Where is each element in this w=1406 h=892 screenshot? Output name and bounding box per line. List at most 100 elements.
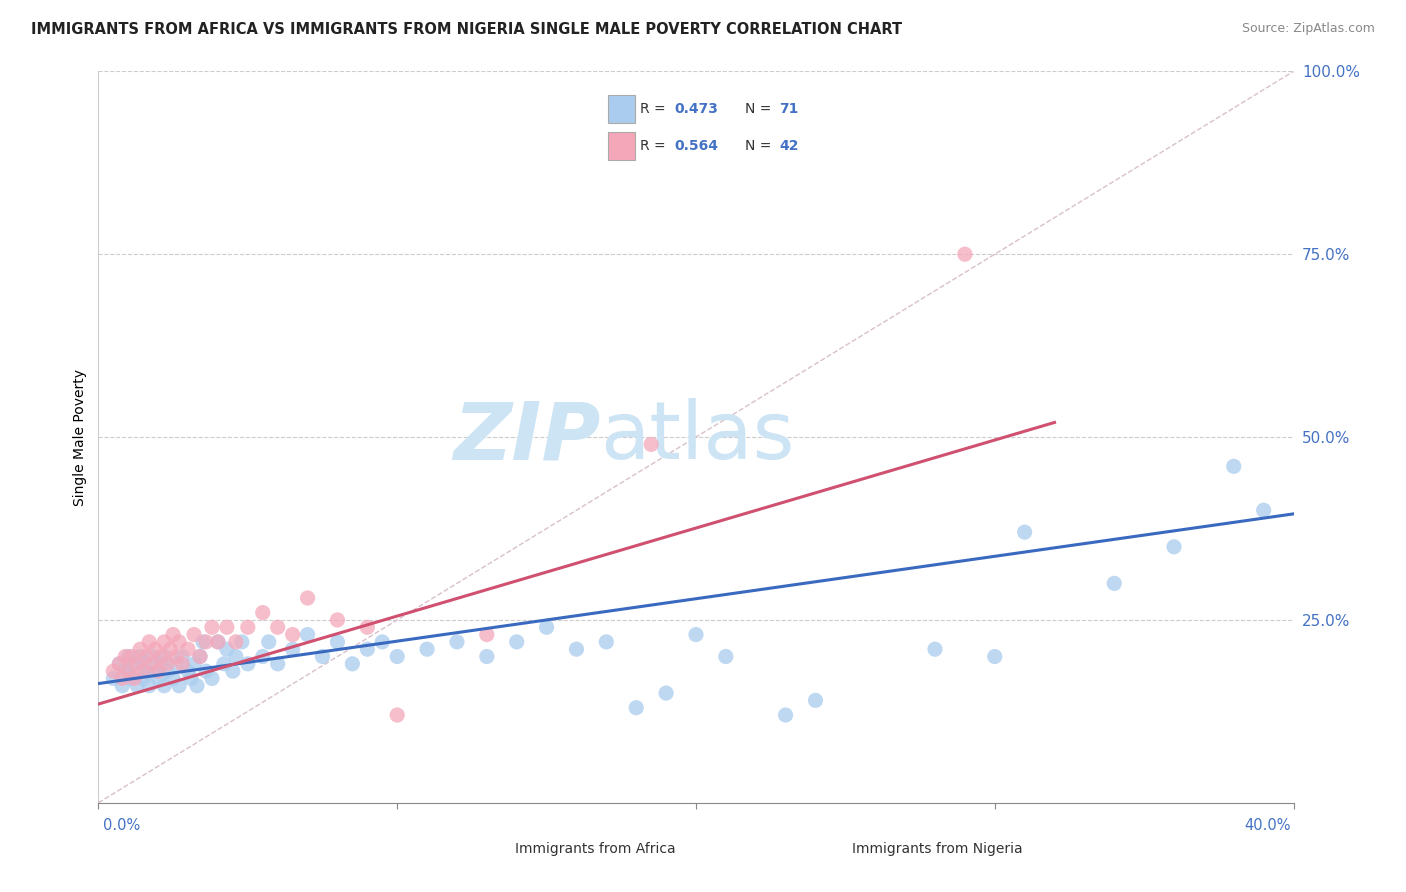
Point (536, 620, 558, 634)
Point (124, 672, 146, 686)
Point (983, 649, 1005, 664)
Point (297, 627, 319, 641)
Point (222, 664, 245, 678)
Point (135, 664, 157, 678)
Point (1104, 576, 1126, 591)
Text: ZIP: ZIP (453, 398, 600, 476)
Point (236, 657, 259, 671)
Point (165, 657, 187, 671)
Point (114, 649, 136, 664)
Point (114, 664, 136, 678)
Text: R =: R = (640, 103, 669, 116)
Point (212, 657, 235, 671)
Text: 0.473: 0.473 (673, 103, 718, 116)
Point (138, 635, 160, 649)
Text: Immigrants from Africa: Immigrants from Africa (515, 842, 675, 856)
Point (804, 693, 827, 707)
Point (924, 642, 946, 657)
Point (1223, 459, 1246, 474)
Point (231, 635, 253, 649)
Point (183, 657, 205, 671)
Point (565, 642, 588, 657)
Point (640, 437, 662, 451)
Point (775, 708, 797, 723)
Point (281, 627, 304, 641)
Point (159, 642, 181, 657)
Point (167, 635, 190, 649)
Point (117, 649, 139, 664)
Point (385, 649, 409, 664)
Point (257, 635, 280, 649)
Point (167, 679, 190, 693)
Text: 0.564: 0.564 (673, 139, 718, 153)
Point (108, 657, 131, 671)
Point (1253, 503, 1275, 517)
Text: 0.0%: 0.0% (103, 818, 139, 832)
Point (135, 649, 157, 664)
Point (141, 649, 163, 664)
Text: Immigrants from Nigeria: Immigrants from Nigeria (852, 842, 1022, 856)
Point (120, 672, 142, 686)
Point (201, 620, 224, 634)
Point (714, 649, 737, 664)
Point (188, 649, 211, 664)
Point (595, 635, 617, 649)
Point (183, 627, 205, 641)
Point (150, 657, 173, 671)
Point (162, 672, 184, 686)
Point (475, 627, 498, 641)
Point (326, 635, 349, 649)
Point (156, 664, 179, 678)
Point (326, 613, 349, 627)
Point (194, 635, 218, 649)
Point (117, 664, 139, 678)
Point (172, 657, 194, 671)
Point (138, 679, 160, 693)
Point (267, 657, 290, 671)
Bar (609, 132, 634, 161)
Point (446, 635, 468, 649)
Point (252, 606, 274, 620)
Point (111, 672, 134, 686)
Point (120, 649, 142, 664)
Point (153, 635, 176, 649)
Point (180, 672, 202, 686)
Point (108, 657, 131, 671)
Y-axis label: Single Male Poverty: Single Male Poverty (73, 368, 87, 506)
Text: R =: R = (640, 139, 669, 153)
Text: N =: N = (745, 139, 776, 153)
Point (655, 686, 678, 700)
Point (475, 649, 498, 664)
Point (153, 649, 176, 664)
Point (186, 679, 208, 693)
Point (124, 657, 146, 671)
Point (371, 635, 394, 649)
Point (207, 635, 229, 649)
Point (132, 657, 155, 671)
Point (127, 679, 149, 693)
Point (162, 627, 184, 641)
Point (281, 642, 304, 657)
Point (506, 635, 529, 649)
Point (141, 657, 163, 671)
Point (1014, 525, 1036, 540)
Text: IMMIGRANTS FROM AFRICA VS IMMIGRANTS FROM NIGERIA SINGLE MALE POVERTY CORRELATIO: IMMIGRANTS FROM AFRICA VS IMMIGRANTS FRO… (31, 22, 903, 37)
Point (188, 649, 211, 664)
Point (356, 620, 378, 634)
Point (1163, 540, 1185, 554)
Point (177, 664, 200, 678)
Point (225, 649, 247, 664)
Point (685, 627, 707, 641)
Text: 71: 71 (779, 103, 799, 116)
Point (150, 649, 173, 664)
Point (111, 679, 134, 693)
Point (177, 642, 200, 657)
Point (191, 635, 214, 649)
Point (165, 649, 187, 664)
Point (953, 247, 976, 261)
Point (129, 649, 152, 664)
Point (624, 700, 647, 714)
Point (143, 664, 166, 678)
Point (385, 708, 409, 723)
Point (311, 649, 333, 664)
